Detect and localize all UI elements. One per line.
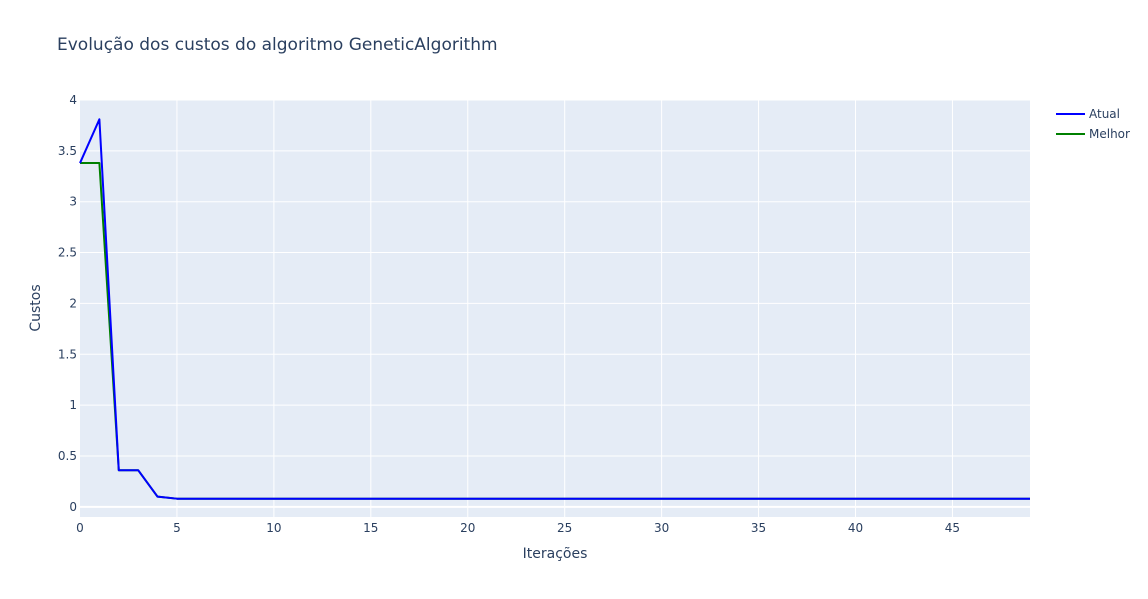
x-tick-label: 20 [460,521,475,535]
legend-label: Atual [1089,107,1120,121]
legend-item-atual[interactable]: Atual [1056,107,1120,121]
x-tick-label: 35 [751,521,766,535]
x-tick-label: 25 [557,521,572,535]
x-axis-title: Iterações [523,546,588,562]
series-line-atual [79,118,1030,500]
y-tick-label: 1 [69,398,77,412]
legend-item-melhor[interactable]: Melhor [1056,127,1130,141]
x-tick-label: 30 [654,521,669,535]
y-tick-label: 4 [69,93,77,107]
x-tick-label: 10 [266,521,281,535]
y-tick-label: 2.5 [58,246,77,260]
tick-labels: 0 5 10 15 20 25 30 35 40 45 0 0.5 1 1.5 2 2.5 3 3.5 4 [58,93,960,535]
y-tick-label: 3.5 [58,144,77,158]
y-tick-label: 2 [69,296,77,310]
x-tick-label: 40 [848,521,863,535]
y-tick-label: 0.5 [58,449,77,463]
x-tick-label: 45 [945,521,960,535]
legend-label: Melhor [1089,127,1130,141]
plot-area [80,100,1030,517]
x-tick-label: 5 [173,521,181,535]
series-lines [79,118,1030,500]
y-tick-label: 0 [69,500,77,514]
x-tick-label: 15 [363,521,378,535]
chart-title: Evolução dos custos do algoritmo Genetic… [57,35,498,55]
y-tick-label: 1.5 [58,347,77,361]
x-tick-label: 0 [76,521,84,535]
y-tick-label: 3 [69,195,77,209]
grid-lines [80,99,1030,517]
legend: Atual Melhor [1056,107,1130,141]
y-axis-title: Custos [28,284,44,331]
